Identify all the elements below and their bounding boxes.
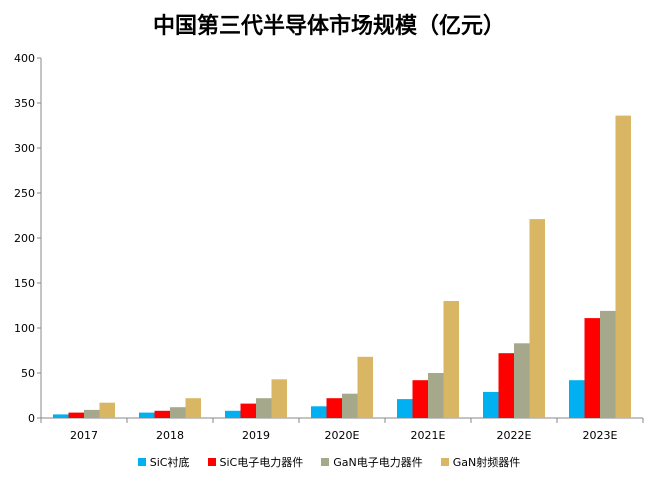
bar-2-0 [84,409,100,418]
legend-swatch [321,458,330,466]
y-tick-label: 250 [14,187,35,200]
legend-label: GaN电子电力器件 [333,456,423,469]
bar-3-5 [529,219,545,418]
bar-1-1 [154,410,170,418]
x-tick-label: 2018 [156,429,184,442]
x-tick-label: 2023E [583,429,618,442]
bar-2-5 [514,343,530,418]
legend-label: SiC电子电力器件 [219,456,304,469]
legend-swatch [137,458,146,466]
y-tick-label: 400 [14,52,35,65]
bar-1-6 [584,318,600,418]
legend-item: SiC电子电力器件 [207,454,304,470]
bar-0-4 [397,399,413,418]
legend-item: GaN电子电力器件 [321,454,423,470]
bar-3-6 [615,115,631,418]
x-tick-label: 2021E [411,429,446,442]
bar-0-5 [483,391,499,418]
chart-title: 中国第三代半导体市场规模（亿元） [152,13,505,39]
legend-item: SiC衬底 [137,454,190,470]
bar-0-3 [311,406,327,418]
bar-3-4 [443,301,459,418]
bar-1-3 [326,398,342,418]
legend-swatch [207,458,216,466]
bar-2-2 [256,398,272,418]
legend-swatch [440,458,449,466]
y-tick-label: 50 [21,367,35,380]
y-tick-label: 0 [28,412,35,425]
x-tick-label: 2019 [242,429,270,442]
bar-0-0 [53,414,69,418]
bar-0-2 [225,410,241,418]
bar-2-3 [342,393,358,418]
x-tick-label: 2017 [70,429,98,442]
bar-0-6 [569,380,585,418]
bar-2-1 [170,407,186,418]
bar-0-1 [139,412,155,418]
bar-1-5 [498,353,514,418]
legend-item: GaN射频器件 [440,454,521,470]
x-tick-label: 2020E [325,429,360,442]
y-tick-label: 200 [14,232,35,245]
y-tick-label: 100 [14,322,35,335]
bar-3-0 [99,402,115,418]
bar-3-2 [271,379,287,418]
bar-2-6 [600,310,616,418]
y-tick-label: 300 [14,142,35,155]
bar-1-0 [68,412,84,418]
x-tick-label: 2022E [497,429,532,442]
bar-3-1 [185,398,201,418]
legend: SiC衬底 SiC电子电力器件 GaN电子电力器件 GaN射频器件 [0,454,658,470]
legend-label: SiC衬底 [149,456,190,469]
y-tick-label: 350 [14,97,35,110]
bar-2-4 [428,373,444,418]
legend-label: GaN射频器件 [452,456,521,469]
bar-3-3 [357,356,373,418]
bar-1-2 [240,403,256,418]
y-tick-label: 150 [14,277,35,290]
bar-1-4 [412,380,428,418]
